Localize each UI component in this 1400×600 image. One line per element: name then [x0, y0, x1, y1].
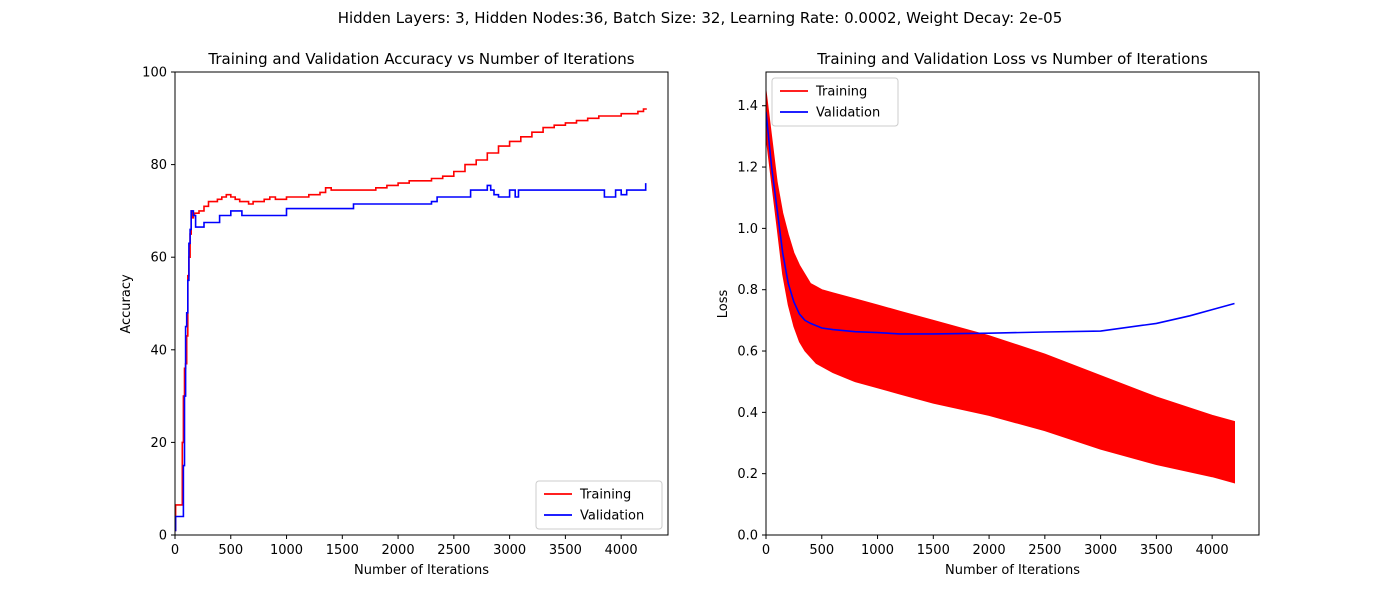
loss-chart: Training and Validation Loss vs Number o… — [716, 50, 1260, 578]
loss-legend-validation-label: Validation — [816, 106, 880, 121]
loss-x-tick-label: 4000 — [1196, 543, 1229, 558]
loss-x-tick-label: 3000 — [1084, 543, 1117, 558]
accuracy-legend-training-label: Training — [579, 488, 631, 503]
loss-y-tick-label: 0.6 — [737, 345, 758, 360]
loss-x-tick-label: 3500 — [1140, 543, 1173, 558]
loss-legend: Training Validation — [771, 77, 899, 127]
accuracy-x-tick-label: 500 — [218, 543, 243, 558]
accuracy-x-axis-label: Number of Iterations — [354, 563, 489, 578]
accuracy-validation-line — [175, 183, 647, 532]
loss-legend-training-label: Training — [815, 85, 867, 100]
accuracy-y-tick-label: 60 — [150, 251, 167, 266]
accuracy-y-tick-label: 0 — [159, 529, 167, 544]
loss-x-axis-label: Number of Iterations — [945, 563, 1080, 578]
accuracy-plot-frame — [174, 71, 669, 536]
accuracy-legend-box — [535, 480, 663, 530]
loss-training-band — [766, 90, 1235, 484]
accuracy-training-line — [175, 108, 647, 532]
accuracy-chart-title: Training and Validation Accuracy vs Numb… — [207, 50, 634, 68]
loss-x-tick-label: 2000 — [973, 543, 1006, 558]
loss-x-tick-label: 1500 — [917, 543, 950, 558]
loss-x-tick-label: 0 — [762, 543, 770, 558]
accuracy-x-tick-label: 2000 — [382, 543, 415, 558]
accuracy-legend: Training Validation — [535, 480, 663, 530]
accuracy-y-tick-label: 20 — [150, 436, 167, 451]
loss-validation-line — [766, 111, 1235, 335]
loss-x-tick-label: 1000 — [861, 543, 894, 558]
loss-y-tick-label: 1.4 — [737, 99, 758, 114]
figure-suptitle: Hidden Layers: 3, Hidden Nodes:36, Batch… — [338, 9, 1063, 27]
accuracy-y-axis-label: Accuracy — [119, 274, 134, 334]
loss-chart-title: Training and Validation Loss vs Number o… — [816, 50, 1208, 68]
accuracy-chart: Training and Validation Accuracy vs Numb… — [119, 50, 669, 578]
accuracy-x-tick-label: 3500 — [549, 543, 582, 558]
accuracy-x-tick-label: 4000 — [605, 543, 638, 558]
accuracy-x-tick-label: 0 — [171, 543, 179, 558]
loss-x-tick-label: 2500 — [1028, 543, 1061, 558]
loss-x-tick-label: 500 — [809, 543, 834, 558]
loss-y-tick-label: 0.2 — [737, 467, 758, 482]
loss-legend-box — [771, 77, 899, 127]
loss-y-tick-label: 0.4 — [737, 406, 758, 421]
accuracy-x-tick-label: 2500 — [437, 543, 470, 558]
accuracy-y-tick-label: 40 — [150, 343, 167, 358]
loss-y-tick-label: 0.0 — [737, 529, 758, 544]
loss-y-axis-label: Loss — [716, 290, 731, 319]
loss-y-tick-label: 1.2 — [737, 161, 758, 176]
accuracy-x-tick-label: 1000 — [270, 543, 303, 558]
accuracy-x-tick-label: 1500 — [326, 543, 359, 558]
loss-y-tick-label: 1.0 — [737, 222, 758, 237]
loss-y-tick-label: 0.8 — [737, 283, 758, 298]
accuracy-y-tick-label: 80 — [150, 158, 167, 173]
accuracy-x-tick-label: 3000 — [493, 543, 526, 558]
loss-plot-frame — [765, 71, 1260, 536]
accuracy-y-tick-label: 100 — [142, 66, 167, 81]
accuracy-legend-validation-label: Validation — [580, 509, 644, 524]
